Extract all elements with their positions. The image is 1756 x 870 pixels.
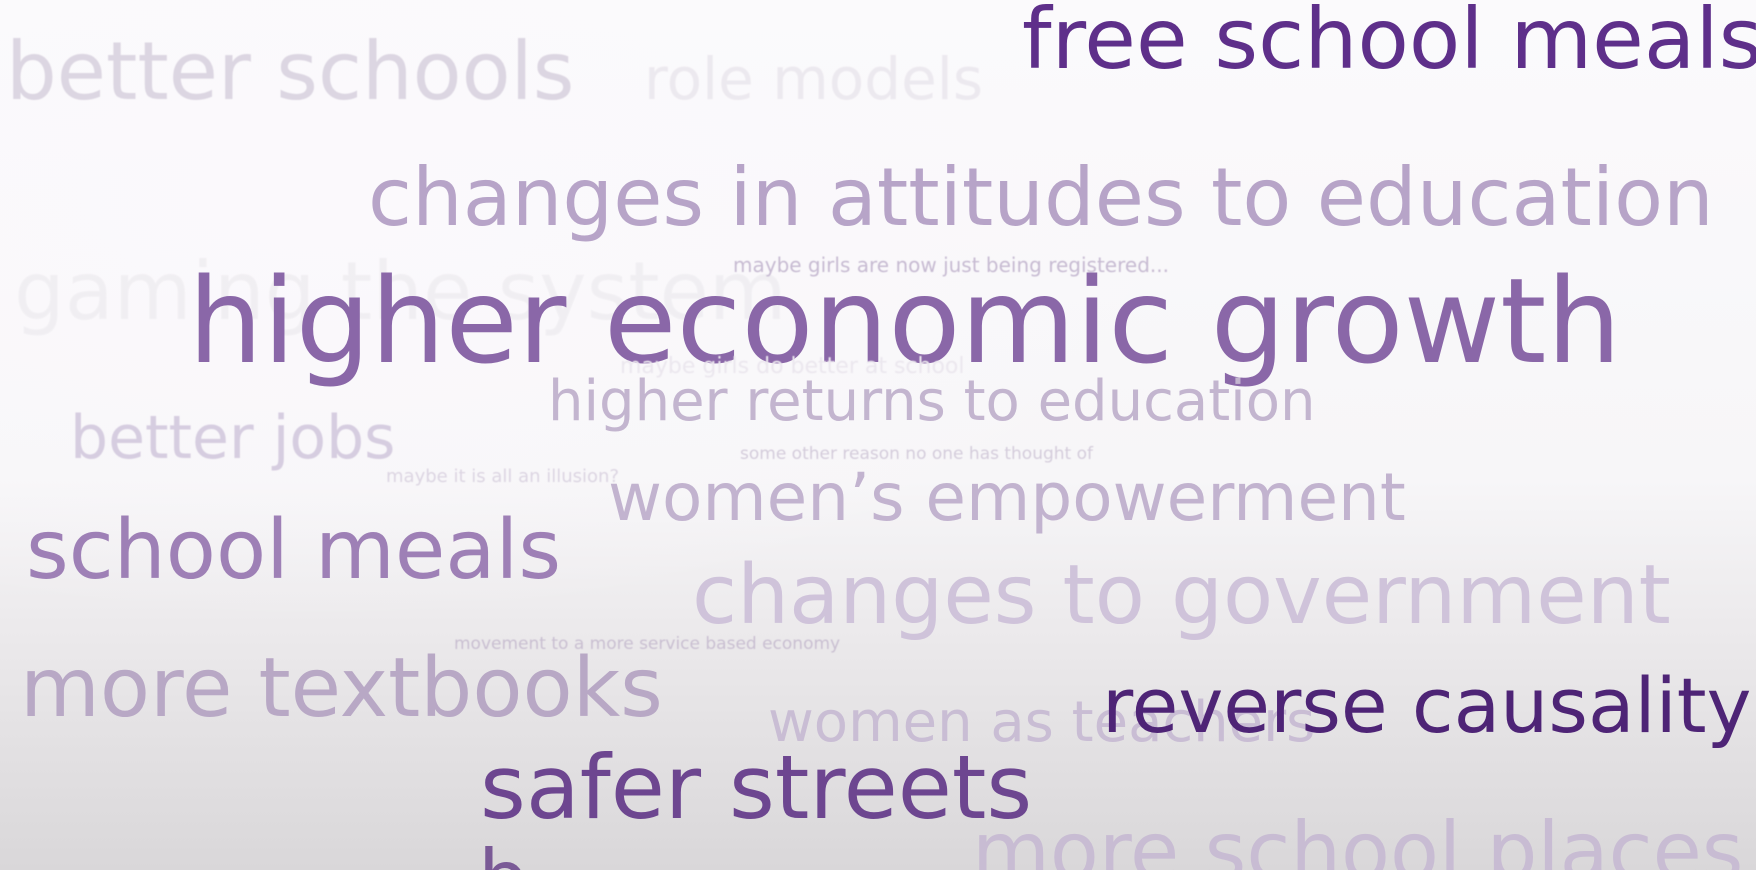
- word-changes-to-government: changes to government: [692, 548, 1671, 643]
- word-more-school-places: more school places: [972, 805, 1744, 870]
- word-girls-do-better: maybe girls do better at school: [620, 354, 965, 379]
- word-higher-returns: higher returns to education: [548, 369, 1316, 434]
- word-higher-economic-growth: higher economic growth: [188, 252, 1622, 390]
- word-womens-empowerment: women’s empowerment: [608, 459, 1406, 536]
- word-gaming-the-system: gaming the system: [14, 245, 787, 338]
- word-better-jobs: better jobs: [70, 403, 396, 473]
- word-free-school-meals: free school meals: [1022, 0, 1756, 88]
- word-all-an-illusion: maybe it is all an illusion?: [386, 466, 619, 487]
- word-safer-streets: safer streets: [480, 736, 1033, 839]
- word-service-economy: movement to a more service based economy: [454, 634, 841, 654]
- word-role-models: role models: [644, 45, 984, 113]
- word-school-meals: school meals: [26, 503, 562, 598]
- word-other-reason: some other reason no one has thought of: [740, 444, 1094, 464]
- word-changes-in-attitudes: changes in attitudes to education: [368, 151, 1714, 244]
- word-girls-registered: maybe girls are now just being registere…: [733, 253, 1169, 277]
- word-better-schools: better schools: [6, 25, 575, 118]
- word-more-textbooks: more textbooks: [20, 641, 663, 736]
- word-reverse-causality: reverse causality: [1102, 661, 1752, 750]
- word-women-as-teachers: women as teachers: [768, 690, 1316, 755]
- word-partial-letter: b: [478, 840, 529, 870]
